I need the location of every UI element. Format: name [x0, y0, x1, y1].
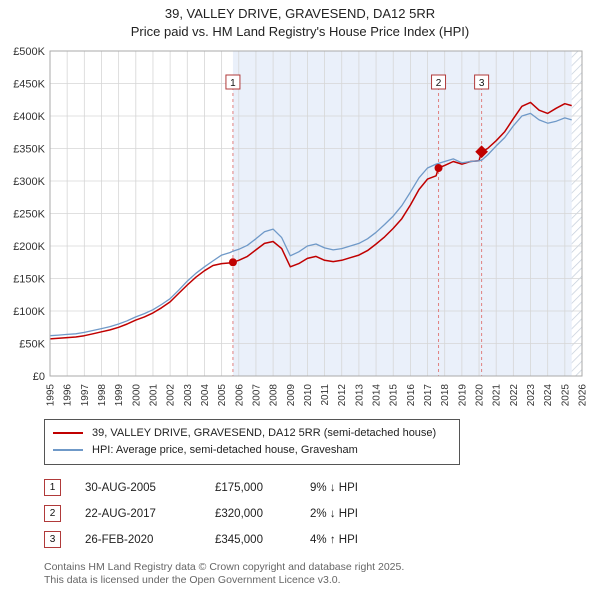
- x-axis-label: 1997: [80, 383, 91, 406]
- gridlines: [49, 50, 583, 376]
- sale-number-badge: 2: [44, 505, 61, 522]
- x-axis-label: 2006: [234, 383, 245, 406]
- x-axis-label: 2013: [354, 383, 365, 406]
- sale-number: 3: [479, 78, 485, 89]
- chart-legend: 39, VALLEY DRIVE, GRAVESEND, DA12 5RR (s…: [44, 418, 460, 465]
- sale-number-box: [431, 74, 447, 89]
- legend-item-hpi: HPI: Average price, semi-detached house,…: [53, 442, 451, 459]
- sale-number-box: [225, 74, 241, 89]
- legend-label-hpi: HPI: Average price, semi-detached house,…: [92, 444, 358, 456]
- page-title: 39, VALLEY DRIVE, GRAVESEND, DA12 5RR: [164, 6, 436, 21]
- x-axis-label: 2023: [526, 383, 537, 406]
- sale-price: £175,000: [215, 481, 263, 494]
- x-axis-label: 2007: [251, 383, 262, 406]
- x-axis-label: 2009: [286, 383, 297, 406]
- y-axis-label: £0: [33, 371, 45, 383]
- blue-line-swatch-icon: [53, 449, 83, 451]
- x-axis-label: 2008: [269, 383, 280, 406]
- x-axis-label: 2024: [543, 383, 554, 406]
- chart-header: 39, VALLEY DRIVE, GRAVESEND, DA12 5RR Pr…: [0, 0, 600, 41]
- x-axis-label: 2010: [303, 383, 314, 406]
- sale-number-badge: 3: [44, 531, 61, 548]
- legend-item-property: 39, VALLEY DRIVE, GRAVESEND, DA12 5RR (s…: [53, 425, 451, 442]
- red-line-swatch-icon: [53, 432, 83, 434]
- sale-hpi-delta: 2% ↓ HPI: [310, 507, 358, 520]
- y-axis-label: £150K: [13, 273, 45, 285]
- y-axis-label: £350K: [13, 143, 45, 155]
- legend-label-property: 39, VALLEY DRIVE, GRAVESEND, DA12 5RR (s…: [92, 427, 437, 439]
- x-axis-label: 2005: [217, 383, 228, 406]
- table-row: 1 30-AUG-2005 £175,000 9% ↓ HPI: [44, 475, 600, 501]
- y-axis-label: £250K: [13, 208, 45, 220]
- x-axis-label: 2026: [578, 383, 589, 406]
- x-axis-label: 2004: [200, 383, 211, 406]
- y-axis-label: £300K: [13, 176, 45, 188]
- sale-number: 1: [230, 78, 236, 89]
- sale-number-box: [474, 74, 490, 89]
- sale-date: 30-AUG-2005: [85, 481, 156, 494]
- sale-point-marker[interactable]: [475, 144, 488, 158]
- sale-hpi-delta: 4% ↑ HPI: [310, 533, 358, 546]
- footer: Contains HM Land Registry data © Crown c…: [44, 561, 600, 587]
- x-axis-label: 2012: [337, 383, 348, 406]
- y-axis-label: £200K: [13, 241, 45, 253]
- sale-hpi-delta: 9% ↓ HPI: [310, 481, 358, 494]
- x-axis-label: 2022: [509, 383, 520, 406]
- page-subtitle: Price paid vs. HM Land Registry's House …: [130, 24, 470, 40]
- x-axis-label: 1996: [63, 383, 74, 406]
- sale-date: 22-AUG-2017: [85, 507, 156, 520]
- sale-date: 26-FEB-2020: [85, 533, 154, 546]
- table-row: 3 26-FEB-2020 £345,000 4% ↑ HPI: [44, 527, 600, 553]
- x-axis-label: 2021: [492, 383, 503, 406]
- sale-price: £345,000: [215, 533, 263, 546]
- x-axis-label: 1998: [97, 383, 108, 406]
- table-row: 2 22-AUG-2017 £320,000 2% ↓ HPI: [44, 501, 600, 527]
- hpi-line: [49, 112, 572, 336]
- x-axis-label: 2001: [148, 383, 159, 406]
- x-axis-label: 2020: [475, 383, 486, 406]
- x-axis-label: 2000: [131, 383, 142, 406]
- sale-price: £320,000: [215, 507, 263, 520]
- sale-number: 2: [436, 78, 442, 89]
- y-axis-label: £500K: [13, 46, 45, 58]
- x-axis-label: 2025: [560, 383, 571, 406]
- sale-number-badge: 1: [44, 479, 61, 496]
- footer-line-2: This data is licensed under the Open Gov…: [44, 573, 341, 586]
- sale-point-marker[interactable]: [228, 257, 237, 266]
- x-axis-label: 2019: [457, 383, 468, 406]
- footer-line-1: Contains HM Land Registry data © Crown c…: [44, 560, 405, 573]
- plot-border: [49, 50, 583, 376]
- y-axis-label: £100K: [13, 306, 45, 318]
- x-axis-label: 2014: [372, 383, 383, 406]
- x-axis-label: 2018: [440, 383, 451, 406]
- x-axis-label: 2015: [389, 383, 400, 406]
- y-axis-label: £50K: [19, 338, 45, 350]
- sale-point-marker[interactable]: [434, 163, 443, 172]
- x-axis-label: 2002: [166, 383, 177, 406]
- x-axis-label: 2003: [183, 383, 194, 406]
- y-axis-label: £400K: [13, 111, 45, 123]
- x-axis-label: 2017: [423, 383, 434, 406]
- x-axis-label: 1995: [46, 383, 57, 406]
- price-chart: £0 £50K £100K £150K £200K £250K £300K £350K £400…: [13, 46, 589, 406]
- x-axis-label: 1999: [114, 383, 125, 406]
- transactions-table: 1 30-AUG-2005 £175,000 9% ↓ HPI 2 22-AUG…: [44, 475, 600, 553]
- y-axis-label: £450K: [13, 78, 45, 90]
- x-axis-label: 2011: [320, 383, 331, 405]
- x-axis-label: 2016: [406, 383, 417, 406]
